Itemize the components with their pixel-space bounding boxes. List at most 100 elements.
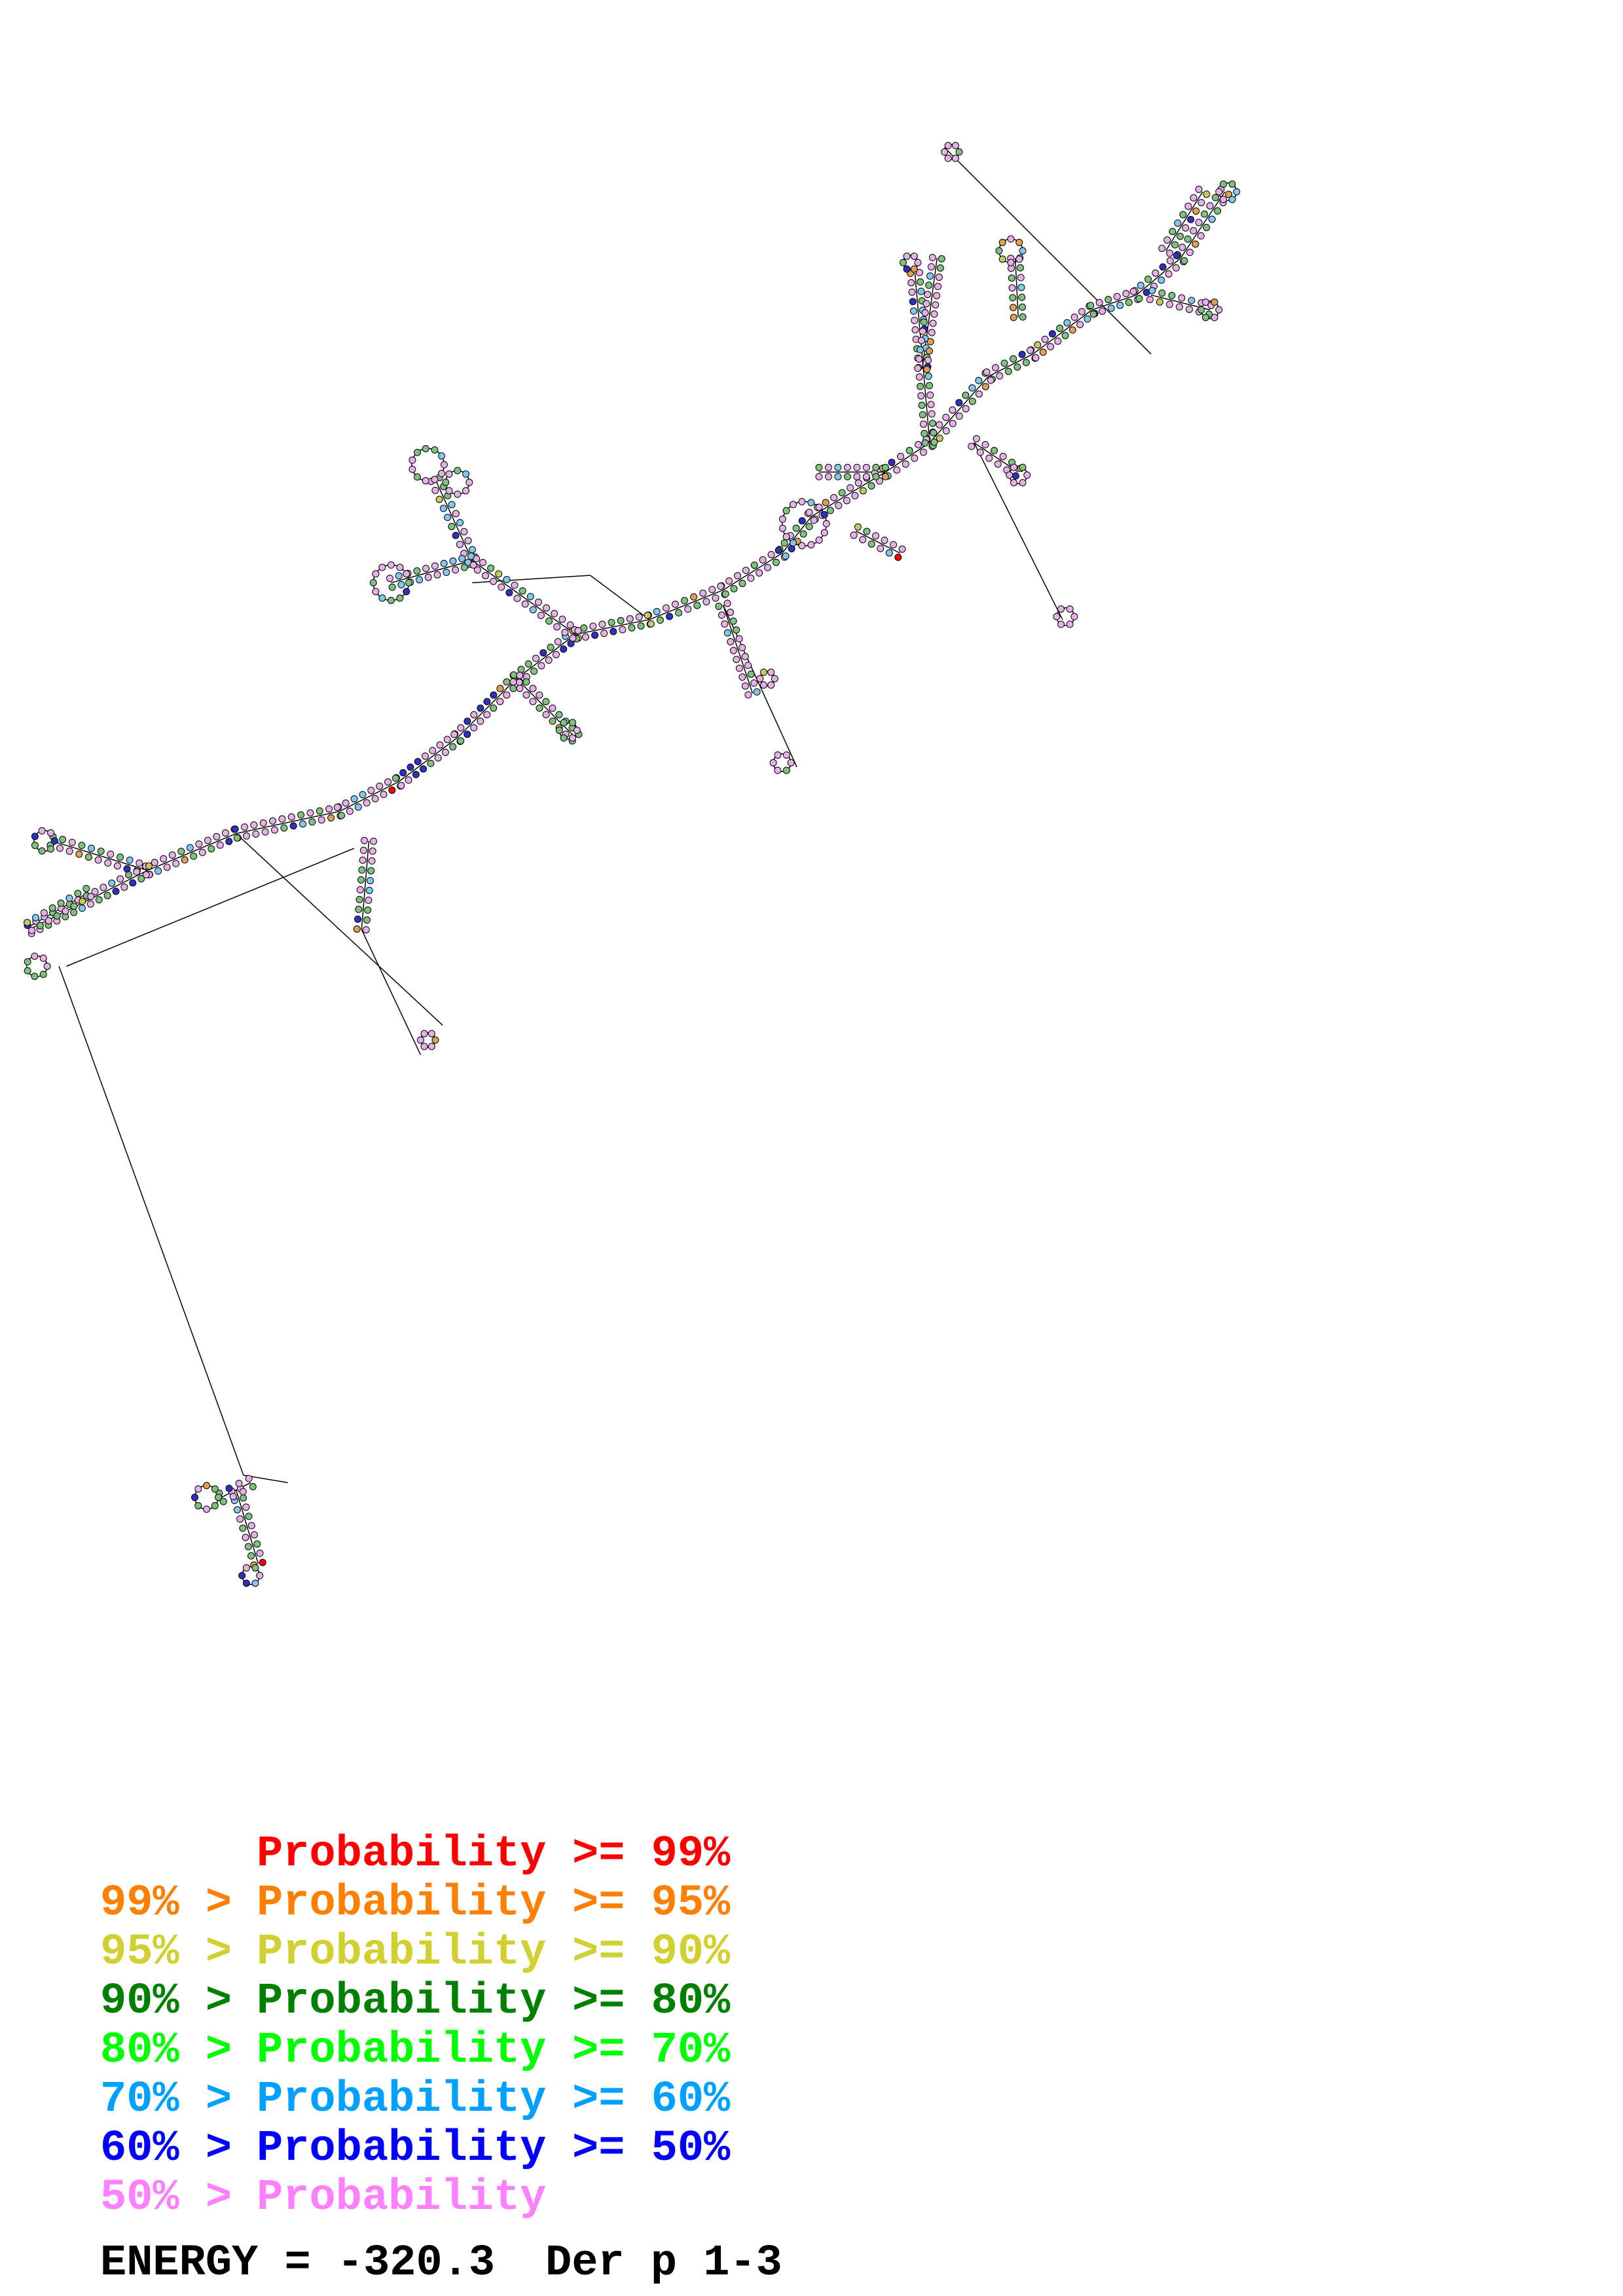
nucleotide <box>87 893 95 901</box>
nucleotide <box>1057 620 1065 628</box>
nucleotide <box>369 847 376 855</box>
nucleotide <box>133 868 141 876</box>
nucleotide <box>342 799 350 807</box>
nucleotide <box>414 758 422 766</box>
nucleotide <box>805 509 813 516</box>
nucleotide <box>1004 368 1012 376</box>
nucleotide <box>363 799 371 807</box>
nucleotide <box>443 569 450 577</box>
nucleotide <box>635 613 643 621</box>
stem <box>147 833 236 871</box>
nucleotide <box>930 429 938 437</box>
nucleotide <box>94 856 102 864</box>
nucleotide <box>1007 259 1015 266</box>
nucleotide <box>735 635 743 643</box>
nucleotide <box>186 844 194 852</box>
nucleotide <box>824 463 832 471</box>
nucleotide <box>57 899 65 907</box>
nucleotide <box>242 1534 249 1541</box>
nucleotide <box>516 672 524 679</box>
nucleotide <box>1019 479 1027 487</box>
nucleotide <box>462 487 469 495</box>
nucleotide <box>318 816 325 824</box>
nucleotide <box>934 283 942 291</box>
nucleotide <box>911 326 919 334</box>
nucleotide <box>117 875 124 883</box>
nucleotide <box>354 803 362 811</box>
nucleotide <box>231 825 239 833</box>
nucleotide <box>43 962 51 970</box>
nucleotide <box>261 828 269 836</box>
nucleotide <box>735 664 743 672</box>
nucleotide <box>859 487 867 495</box>
nucleotide <box>213 833 221 840</box>
nucleotide <box>730 584 738 592</box>
nucleotide <box>815 536 823 544</box>
nucleotide <box>1144 276 1152 283</box>
nucleotide <box>693 601 701 609</box>
nucleotide <box>1195 185 1203 193</box>
nucleotide <box>872 473 880 480</box>
nucleotide <box>142 871 150 879</box>
nucleotide <box>1148 287 1156 295</box>
nucleotide <box>371 795 379 802</box>
nucleotide <box>955 412 963 420</box>
nucleotide <box>422 565 430 573</box>
nucleotide <box>815 473 823 480</box>
nucleotide <box>1104 296 1112 304</box>
nucleotide <box>386 575 393 583</box>
nucleotide <box>944 141 952 149</box>
nucleotide <box>441 749 449 757</box>
nucleotide <box>225 838 233 846</box>
nucleotide <box>656 617 664 624</box>
nucleotide <box>545 656 553 664</box>
nucleotide <box>399 769 407 777</box>
nucleotide <box>465 478 473 486</box>
nucleotide <box>359 791 367 798</box>
nucleotide <box>376 782 384 790</box>
nucleotide <box>1137 281 1144 289</box>
nucleotide <box>369 837 377 845</box>
nucleotide <box>1125 298 1133 306</box>
legend-row-6: 60% > Probability >= 50% <box>100 2124 730 2174</box>
nucleotide <box>838 489 846 497</box>
nucleotide <box>490 704 498 712</box>
nucleotide <box>1179 211 1187 219</box>
nucleotide <box>529 698 537 706</box>
nucleotide <box>739 579 746 587</box>
nucleotide <box>238 1571 246 1579</box>
nucleotide <box>723 600 731 607</box>
nucleotide <box>926 272 934 280</box>
nucleotide <box>543 604 551 612</box>
legend-suffix: >= 70% <box>572 2026 731 2075</box>
nucleotide <box>388 786 396 794</box>
stem <box>361 840 370 930</box>
long-link <box>944 147 1152 355</box>
nucleotide <box>45 917 52 925</box>
nucleotide <box>1116 301 1124 309</box>
legend-suffix: >= 50% <box>572 2124 731 2174</box>
legend-prefix: 95% > <box>100 1928 232 1977</box>
nucleotide <box>877 545 884 552</box>
nucleotide <box>464 537 472 545</box>
nucleotide <box>454 467 462 475</box>
stem <box>236 810 340 834</box>
nucleotide <box>368 857 376 865</box>
nucleotide <box>767 550 775 558</box>
nucleotide <box>36 922 44 929</box>
nucleotide <box>1041 335 1049 343</box>
nucleotide <box>251 1564 259 1572</box>
nucleotide <box>479 558 486 566</box>
nucleotide <box>420 1043 428 1050</box>
nucleotide <box>517 666 525 673</box>
nucleotide <box>767 681 775 689</box>
nucleotide <box>1203 224 1211 232</box>
nucleotides <box>24 141 1241 1587</box>
nucleotide <box>1190 227 1197 235</box>
nucleotide <box>526 593 534 601</box>
nucleotide <box>910 307 918 315</box>
stem <box>471 560 576 635</box>
nucleotide <box>413 473 421 481</box>
nucleotide <box>1054 337 1062 345</box>
legend-prefix: 60% > <box>100 2124 232 2174</box>
